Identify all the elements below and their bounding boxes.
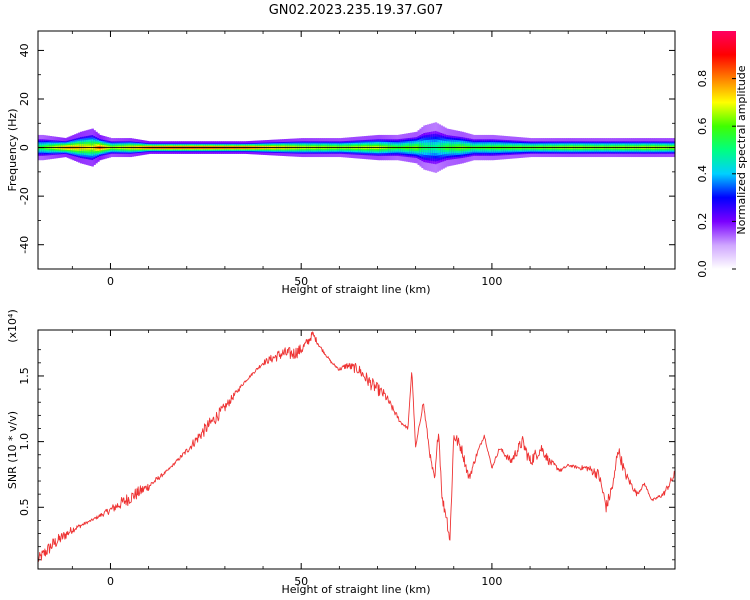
snr-x-tick-label: 0 (107, 575, 114, 588)
spectrogram-ticks: 0 50 100 -40 -20 0 20 40 (18, 31, 675, 288)
colorbar-tick-label: 0.8 (696, 70, 709, 88)
colorbar-tick-label: 0.0 (696, 260, 709, 278)
colorbar-tick-label: 0.2 (696, 213, 709, 231)
snr-y-tick-label: 0.5 (18, 499, 31, 517)
spectrogram-x-axis-label: Height of straight line (km) (281, 283, 430, 296)
spectrogram-x-tick-label: 0 (107, 275, 114, 288)
snr-y-tick-label: 1.0 (18, 433, 31, 451)
snr-y-tick-label: 1.5 (18, 367, 31, 385)
spectrogram-x-tick-label: 100 (481, 275, 502, 288)
colorbar-ticks: 0.0 0.2 0.4 0.6 0.8 (696, 70, 736, 278)
snr-plot-area (38, 331, 675, 562)
spectrogram-frame (37, 30, 676, 270)
colorbar-tick-label: 0.4 (696, 165, 709, 183)
colorbar-label: Normalized spectral amplitude (735, 65, 748, 234)
snr-x-tick-label: 100 (481, 575, 502, 588)
spectrogram-y-tick-label: -40 (18, 236, 31, 254)
colorbar-tick-label: 0.6 (696, 117, 709, 135)
snr-frame (37, 329, 676, 570)
spectrogram-x-tick-label: 50 (294, 275, 308, 288)
colorbar: 0.0 0.2 0.4 0.6 0.8 Normalized spectral ampl… (696, 31, 748, 278)
snr-x-axis-label: Height of straight line (km) (281, 583, 430, 596)
spectrogram-y-tick-label: 20 (18, 92, 31, 106)
spectrogram-y-axis-label: Frequency (Hz) (6, 109, 19, 192)
snr-series-line (38, 331, 675, 562)
spectrogram-panel: 0 50 100 -40 -20 0 20 40 Height of straight lin… (6, 30, 676, 296)
spectrogram-y-tick-label: -20 (18, 187, 31, 205)
figure-title: GN02.2023.235.19.37.G07 (269, 3, 444, 18)
snr-y-multiplier: (x10⁴) (6, 309, 19, 343)
snr-panel: 0 50 100 0.5 1.0 1.5 Height of straight line … (6, 309, 676, 596)
colorbar-strip (712, 31, 736, 269)
snr-y-axis-label: SNR (10 * v/v) (6, 411, 19, 489)
spectrogram-y-tick-label: 0 (18, 144, 31, 151)
snr-x-tick-label: 50 (294, 575, 308, 588)
snr-ticks: 0 50 100 0.5 1.0 1.5 (18, 330, 675, 588)
spectrogram-plot-area (38, 122, 675, 173)
spectrogram-y-tick-label: 40 (18, 43, 31, 57)
